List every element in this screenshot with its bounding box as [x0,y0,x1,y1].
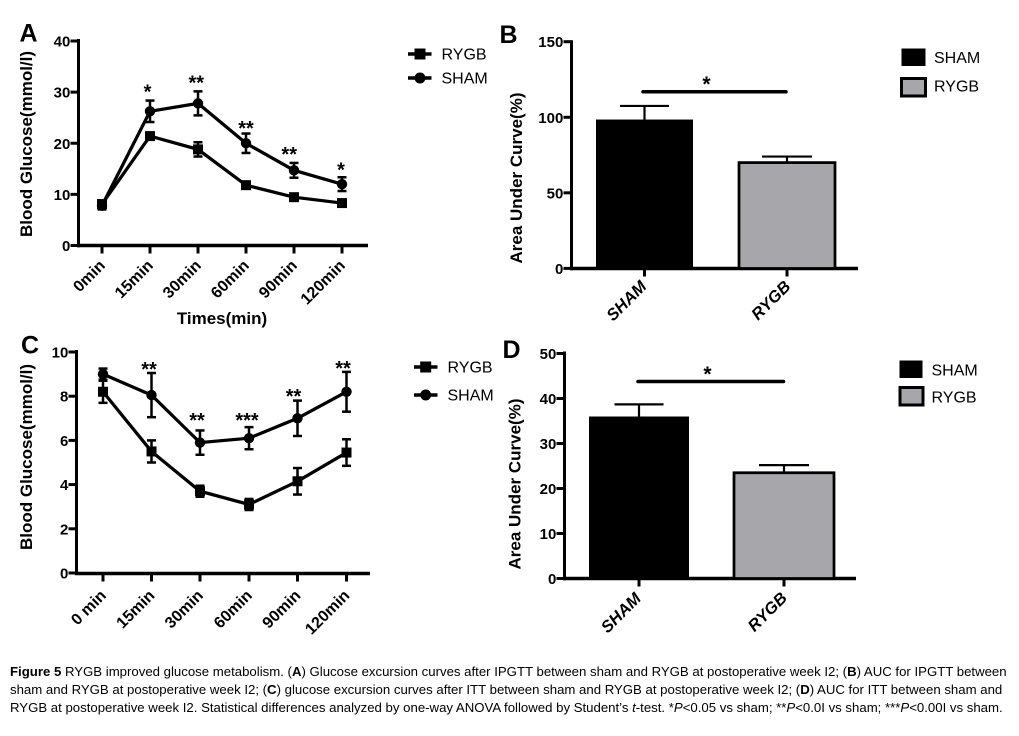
svg-text:RYGB: RYGB [442,47,487,64]
svg-text:50: 50 [540,346,557,363]
svg-text:100: 100 [538,110,563,127]
svg-text:30: 30 [54,85,71,102]
svg-text:SHAM: SHAM [598,589,646,637]
svg-text:20: 20 [540,481,557,498]
svg-text:30min: 30min [160,257,205,302]
svg-text:50: 50 [547,185,564,202]
svg-text:15min: 15min [112,257,157,302]
svg-text:150: 150 [538,34,563,51]
svg-text:90min: 90min [260,587,305,632]
svg-text:RYGB: RYGB [932,389,977,406]
svg-text:0: 0 [60,566,68,583]
svg-text:SHAM: SHAM [932,362,978,379]
svg-text:*: * [144,82,152,104]
svg-text:A: A [19,19,37,47]
svg-text:0 min: 0 min [68,587,110,629]
svg-text:10: 10 [52,345,69,362]
svg-text:0min: 0min [70,257,108,295]
svg-text:60min: 60min [208,257,253,302]
svg-text:**: ** [335,358,351,380]
svg-text:**: ** [189,72,205,94]
svg-text:C: C [21,332,39,360]
svg-text:6: 6 [60,433,68,450]
svg-text:Area Under Curve(%): Area Under Curve(%) [507,93,526,264]
svg-text:SHAM: SHAM [448,388,494,405]
svg-text:**: ** [286,386,302,408]
svg-text:10: 10 [540,526,557,543]
svg-text:**: ** [238,118,254,140]
svg-text:Blood Glucose(mmol/l): Blood Glucose(mmol/l) [17,51,36,237]
svg-text:120min: 120min [302,587,353,638]
svg-text:**: ** [141,359,157,381]
svg-text:RYGB: RYGB [934,78,979,95]
svg-text:RYGB: RYGB [748,278,794,324]
svg-text:40: 40 [54,34,71,51]
svg-text:2: 2 [60,521,68,538]
svg-text:0: 0 [555,261,563,278]
svg-text:B: B [499,21,517,49]
svg-text:120min: 120min [298,257,349,308]
svg-text:SHAM: SHAM [442,71,488,88]
svg-text:**: ** [189,410,205,432]
svg-text:SHAM: SHAM [603,277,651,325]
svg-text:RYGB: RYGB [745,589,791,635]
svg-text:Blood Glucose(mmol/l): Blood Glucose(mmol/l) [17,364,36,550]
svg-text:Times(min): Times(min) [177,309,267,328]
svg-text:90min: 90min [256,257,301,302]
svg-text:30: 30 [540,436,557,453]
svg-text:4: 4 [60,477,69,494]
svg-text:SHAM: SHAM [934,50,980,67]
svg-text:0: 0 [548,571,556,588]
svg-text:***: *** [235,410,259,432]
svg-text:20: 20 [54,136,71,153]
svg-text:**: ** [281,144,297,166]
svg-text:RYGB: RYGB [448,360,493,377]
svg-text:60min: 60min [211,587,256,632]
svg-text:8: 8 [60,389,68,406]
svg-text:10: 10 [54,187,71,204]
svg-text:0: 0 [62,238,70,255]
svg-text:*: * [702,73,711,96]
svg-text:D: D [502,336,520,364]
svg-text:40: 40 [540,391,557,408]
svg-text:*: * [337,159,345,181]
svg-text:*: * [703,363,712,386]
svg-text:Area Under Curve(%): Area Under Curve(%) [506,399,525,570]
svg-text:15min: 15min [114,587,159,632]
svg-text:30min: 30min [162,587,207,632]
